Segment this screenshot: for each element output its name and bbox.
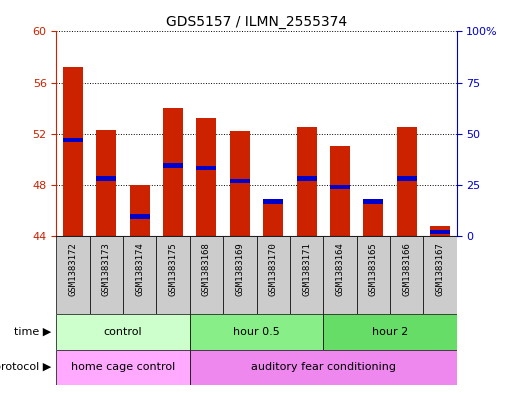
Bar [90, 236, 123, 314]
Text: GSM1383168: GSM1383168 [202, 242, 211, 296]
Bar [190, 314, 323, 350]
Bar [230, 131, 250, 236]
Text: home cage control: home cage control [71, 362, 175, 373]
Bar [297, 176, 317, 180]
Text: auditory fear conditioning: auditory fear conditioning [251, 362, 396, 373]
Text: GSM1383171: GSM1383171 [302, 242, 311, 296]
Bar [263, 199, 283, 204]
Bar [123, 236, 156, 314]
Bar [397, 176, 417, 180]
Text: GSM1383175: GSM1383175 [169, 242, 177, 296]
Text: GSM1383173: GSM1383173 [102, 242, 111, 296]
Text: GSM1383172: GSM1383172 [69, 242, 77, 296]
Bar [230, 179, 250, 183]
Bar [96, 176, 116, 180]
Bar [256, 236, 290, 314]
Bar [190, 350, 457, 385]
Bar [430, 226, 450, 236]
Text: control: control [104, 327, 143, 337]
Bar [56, 314, 190, 350]
Bar [263, 204, 283, 236]
Bar [330, 185, 350, 189]
Text: protocol ▶: protocol ▶ [0, 362, 51, 373]
Text: hour 2: hour 2 [372, 327, 408, 337]
Bar [130, 215, 150, 219]
Text: GSM1383170: GSM1383170 [269, 242, 278, 296]
Text: GSM1383164: GSM1383164 [336, 242, 344, 296]
Text: GSM1383167: GSM1383167 [436, 242, 444, 296]
Bar [357, 236, 390, 314]
Bar [63, 67, 83, 236]
Bar [130, 185, 150, 236]
Bar [290, 236, 323, 314]
Bar [430, 230, 450, 234]
Bar [196, 118, 216, 236]
Bar [323, 314, 457, 350]
Bar [56, 236, 90, 314]
Bar [56, 350, 190, 385]
Bar [297, 127, 317, 236]
Bar [223, 236, 256, 314]
Bar [163, 108, 183, 236]
Bar [96, 130, 116, 236]
Text: time ▶: time ▶ [14, 327, 51, 337]
Bar [163, 163, 183, 168]
Bar [156, 236, 190, 314]
Bar [363, 199, 383, 204]
Bar [390, 236, 423, 314]
Bar [397, 127, 417, 236]
Text: hour 0.5: hour 0.5 [233, 327, 280, 337]
Title: GDS5157 / ILMN_2555374: GDS5157 / ILMN_2555374 [166, 15, 347, 29]
Text: GSM1383169: GSM1383169 [235, 242, 244, 296]
Bar [63, 138, 83, 142]
Text: GSM1383166: GSM1383166 [402, 242, 411, 296]
Bar [323, 236, 357, 314]
Text: GSM1383165: GSM1383165 [369, 242, 378, 296]
Bar [330, 146, 350, 236]
Bar [196, 166, 216, 170]
Bar [423, 236, 457, 314]
Text: GSM1383174: GSM1383174 [135, 242, 144, 296]
Bar [363, 204, 383, 236]
Bar [190, 236, 223, 314]
